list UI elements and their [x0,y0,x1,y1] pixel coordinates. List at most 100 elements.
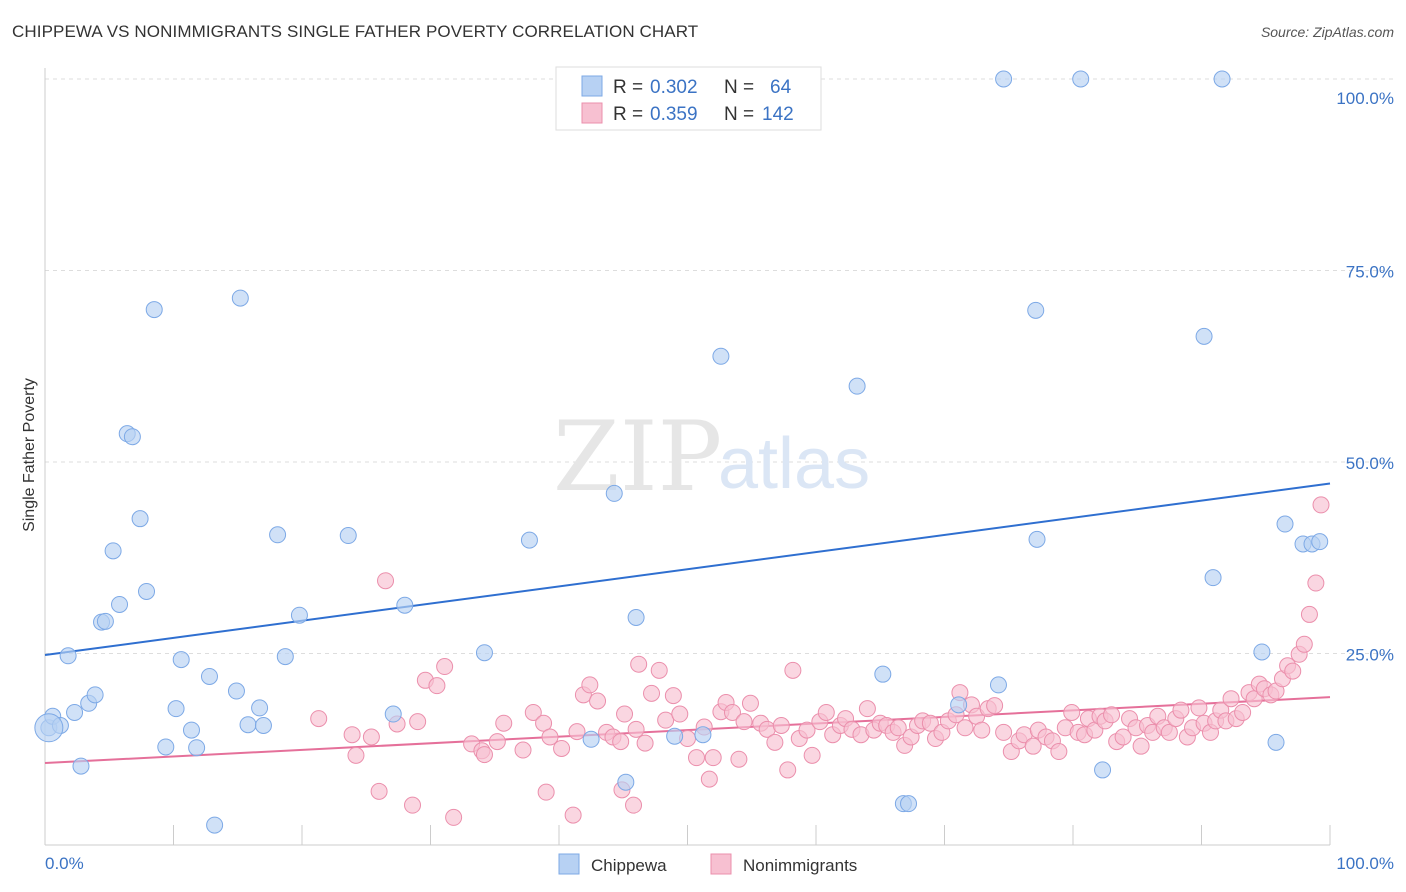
nonimm-swatch [581,102,603,124]
chippewa-point [950,696,968,714]
nonimmigrants-point [495,714,513,732]
chippewa-point [1027,301,1045,319]
nonimmigrants-point [1132,737,1150,755]
chippewa-point [86,686,104,704]
nonimmigrants-point [671,705,689,723]
chippewa-point [384,705,402,723]
chippewa-point [290,606,308,624]
nonimmigrants-point [973,721,991,739]
nonimmigrants-point [1114,728,1132,746]
nonimmigrants-point [310,710,328,728]
stat-r-value: 0.302 [650,77,698,98]
chippewa-point [34,713,64,743]
nonimmigrants-point [630,655,648,673]
chippewa-point [1213,70,1231,88]
nonimmigrants-point [625,796,643,814]
nonimmigrants-point [1307,574,1325,592]
legend-label-nonimmigrants: Nonimmigrants [743,856,857,875]
nonimmigrants-point [616,705,634,723]
chippewa-point [200,667,218,685]
y-axis-label: Single Father Poverty [21,378,38,532]
nonimmigrants-point [541,728,559,746]
y-tick-label: 75.0% [1346,263,1394,282]
nonimmigrants-point [779,761,797,779]
nonimmigrants-point [1190,699,1208,717]
chippewa-point [617,773,635,791]
x-tick-label: 0.0% [45,854,84,873]
nonimmigrants-point [377,572,395,590]
stat-n-value: 64 [770,77,792,98]
nonimmigrants-point [643,684,661,702]
nonimmigrants-point [1172,701,1190,719]
chippewa-point [1311,533,1329,551]
chippewa-point [874,665,892,683]
nonimmigrants-point [817,703,835,721]
chippewa-point [995,70,1013,88]
chippewa-point [605,484,623,502]
legend-label-chippewa: Chippewa [591,856,667,875]
chippewa-point [104,542,122,560]
nonimmigrants-point [858,700,876,718]
nonimmigrants-point [1234,703,1252,721]
chippewa-point [1204,569,1222,587]
nonimmigrants-point [956,719,974,737]
chippewa-swatch [581,75,603,97]
chippewa-point [239,716,257,734]
nonimmigrants-point [627,720,645,738]
chippewa-point [1267,733,1285,751]
chippewa-point [172,651,190,669]
source-credit: Source: ZipAtlas.com [1260,24,1394,40]
nonimmigrants-point [404,796,422,814]
chippewa-point [1028,530,1046,548]
chippewa-point [254,717,272,735]
chippewa-point [276,648,294,666]
nonimmigrants-point [445,808,463,826]
legend-swatch-nonimmigrants [710,853,732,875]
watermark-zip: ZIP [553,401,722,513]
nonimmigrants-point [986,697,1004,715]
chippewa-point [138,582,156,600]
nonimmigrants-point [741,694,759,712]
nonimmigrants-point [636,734,654,752]
chippewa-point [123,428,141,446]
nonimmigrants-point [581,676,599,694]
chippewa-point [712,347,730,365]
stat-n-value: 142 [762,104,794,125]
nonimmigrants-point [488,733,506,751]
nonimmigrants-point [612,733,630,751]
nonimmigrants-point [343,726,361,744]
chippewa-point [1094,761,1112,779]
chippewa-point [72,757,90,775]
nonimmigrants-point [735,713,753,731]
chippewa-point [1195,327,1213,345]
stat-r-label: R = [613,104,643,125]
nonimmigrants-point [524,703,542,721]
chippewa-point [627,608,645,626]
nonimmigrants-point [1295,635,1313,653]
nonimmigrants-point [362,728,380,746]
nonimmigrants-point [428,677,446,695]
x-tick-labels: 0.0% 100.0% [45,854,1394,873]
nonimmigrants-point [553,739,571,757]
nonimmigrants-point [657,711,675,729]
nonimmigrants-point [1222,690,1240,708]
gridlines [45,78,1394,654]
nonimmigrants-point [650,661,668,679]
legend-swatch-chippewa [558,853,580,875]
chippewa-point [66,703,84,721]
chippewa-point [227,682,245,700]
watermark: ZIP atlas [553,401,870,513]
chippewa-point [231,289,249,307]
nonimmigrants-point [766,733,784,751]
nonimmigrants-point [803,746,821,764]
nonimmigrants-point [772,717,790,735]
chippewa-point [145,301,163,319]
nonimmigrants-point [730,750,748,768]
nonimmigrants-point [700,770,718,788]
chippewa-point [339,527,357,545]
chippewa-point [269,526,287,544]
nonimmigrants-point [370,782,388,800]
nonimmigrants-point [535,714,553,732]
chippewa-point [520,531,538,549]
